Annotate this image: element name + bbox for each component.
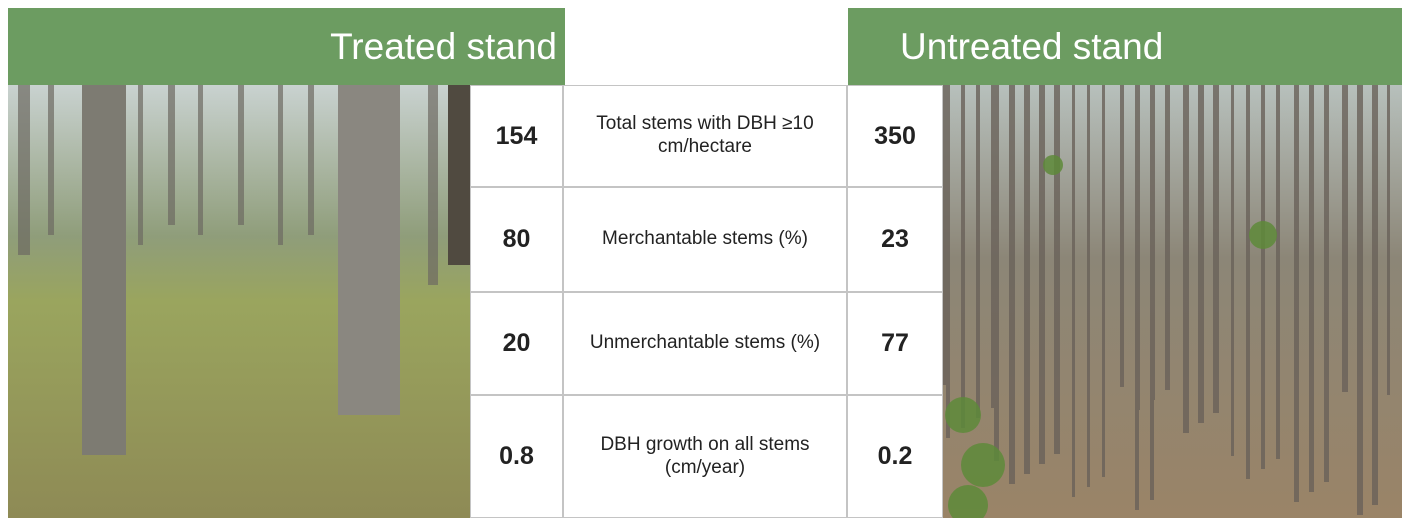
treated-value: 20 xyxy=(470,292,563,395)
untreated-value: 350 xyxy=(847,85,943,187)
untreated-title: Untreated stand xyxy=(900,26,1163,68)
header-right: Untreated stand xyxy=(848,8,1402,85)
metric-label: DBH growth on all stems (cm/year) xyxy=(563,395,847,518)
treated-value: 0.8 xyxy=(470,395,563,518)
treated-photo xyxy=(8,85,470,518)
metric-label: Unmerchantable stems (%) xyxy=(563,292,847,395)
metric-label: Total stems with DBH ≥10 cm/hectare xyxy=(563,85,847,187)
metric-label: Merchantable stems (%) xyxy=(563,187,847,292)
treated-title: Treated stand xyxy=(330,26,565,68)
page: Treated stand Untreated stand 154Total s… xyxy=(0,0,1408,520)
header-left: Treated stand xyxy=(8,8,565,85)
treated-value: 154 xyxy=(470,85,563,187)
header-spacer xyxy=(565,8,848,85)
untreated-photo xyxy=(943,85,1402,518)
treated-value: 80 xyxy=(470,187,563,292)
untreated-value: 23 xyxy=(847,187,943,292)
untreated-value: 0.2 xyxy=(847,395,943,518)
untreated-value: 77 xyxy=(847,292,943,395)
